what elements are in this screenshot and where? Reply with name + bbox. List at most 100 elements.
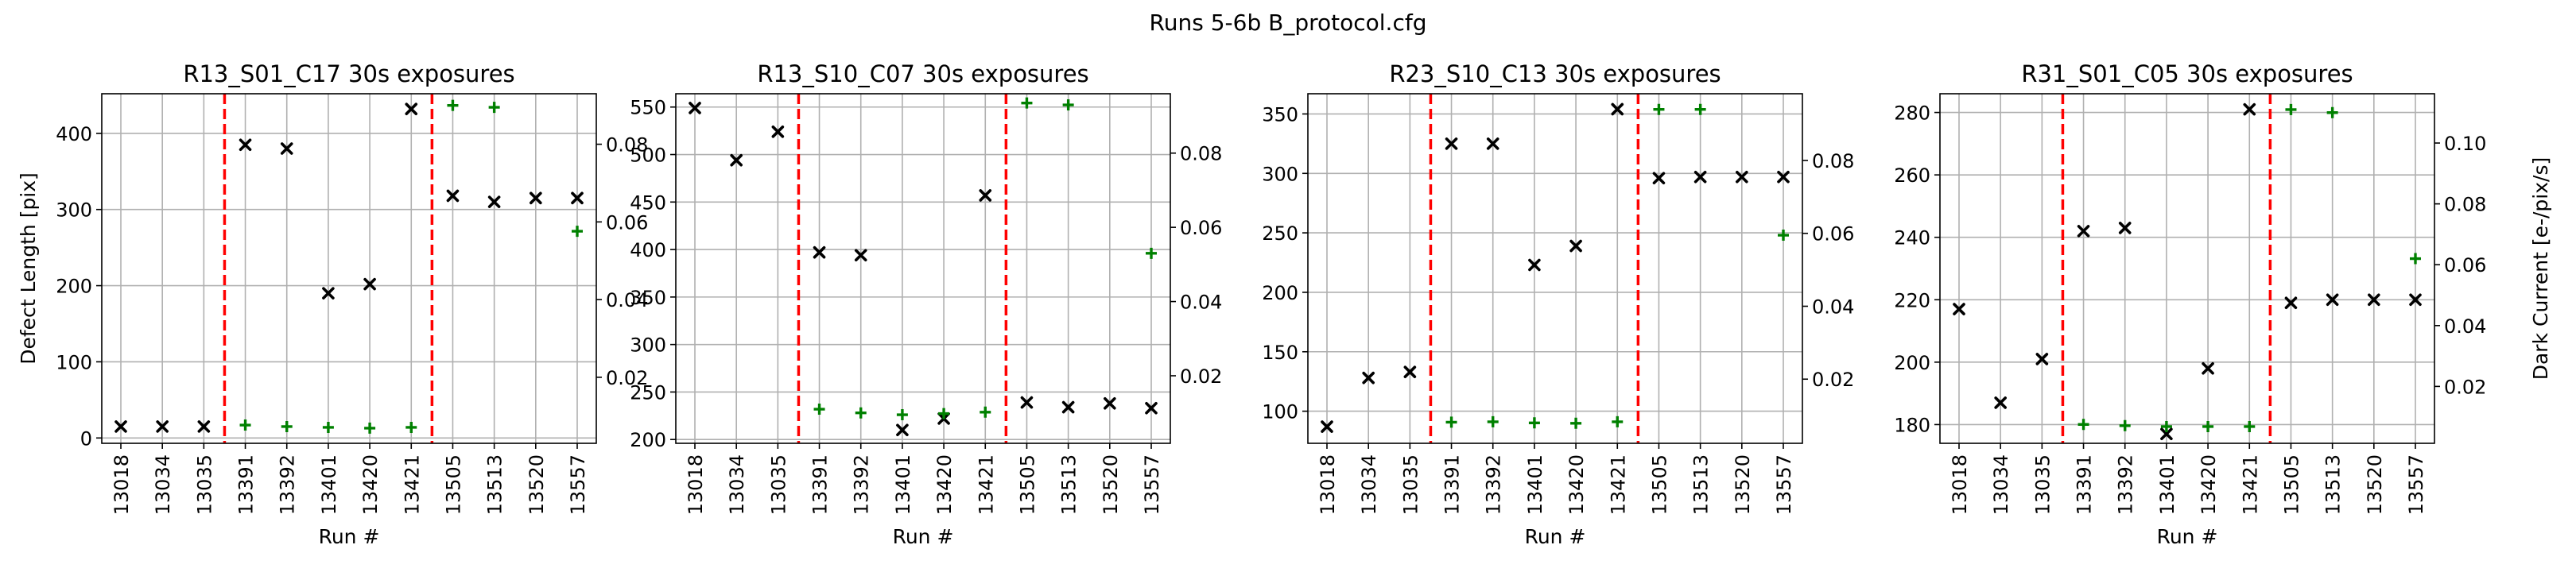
plot-frame xyxy=(101,93,597,444)
x-tick-label: 13520 xyxy=(1732,454,1754,515)
x-tick-label: 13391 xyxy=(235,454,258,515)
defect-length-point xyxy=(1061,400,1075,414)
y-tick-label-right: 0.10 xyxy=(2444,133,2486,155)
defect-length-point xyxy=(2118,222,2132,234)
x-axis-label: Run # xyxy=(1525,525,1586,548)
chart-panel-3: R23_S10_C13 30s exposures 100 150 200 250 300… xyxy=(1262,60,1854,548)
defect-length-point xyxy=(2368,293,2380,307)
y-tick-label-left: 200 xyxy=(1894,352,1930,374)
dark-current-point xyxy=(447,99,459,111)
x-tick-label: 13513 xyxy=(484,454,506,515)
dark-current-point xyxy=(1528,417,1540,429)
dark-current-point xyxy=(364,422,376,434)
y-tick-label-left: 240 xyxy=(1894,227,1930,249)
y-tick-label-right: 0.02 xyxy=(2444,376,2486,398)
defect-length-point xyxy=(2284,296,2298,310)
chart-title: R31_S01_C05 30s exposures xyxy=(2021,60,2353,87)
y-tick-label-right: 0.04 xyxy=(1812,296,1854,318)
y-tick-label-right: 0.08 xyxy=(1812,150,1854,172)
y-tick-label-right: 0.02 xyxy=(1812,369,1854,391)
defect-length-point xyxy=(2035,353,2049,365)
defect-length-point xyxy=(363,277,376,291)
chart-panel-4: R31_S01_C05 30s exposures 180 200 220 240 260… xyxy=(1894,60,2552,548)
y-tick-label-right: 0.08 xyxy=(1180,143,1222,165)
defect-length-point xyxy=(1652,172,1666,185)
defect-length-point xyxy=(2077,225,2090,238)
dark-current-point xyxy=(1487,415,1499,427)
dark-current-point xyxy=(2160,420,2172,432)
dark-current-point xyxy=(281,420,293,432)
x-tick-label: 13018 xyxy=(1317,454,1339,515)
defect-length-point xyxy=(2326,293,2339,307)
dark-current-point xyxy=(1570,417,1582,429)
x-tick-label: 13401 xyxy=(892,454,914,515)
y-tick-label-left: 200 xyxy=(56,276,92,298)
defect-length-point xyxy=(405,102,418,115)
y-tick-label-left: 300 xyxy=(630,334,666,357)
defect-length-point xyxy=(1777,170,1790,184)
defect-length-point xyxy=(1693,170,1707,184)
defect-length-point xyxy=(2202,361,2214,375)
dark-current-point xyxy=(1445,416,1457,428)
x-tick-label: 13401 xyxy=(318,454,340,515)
x-tick-label: 13034 xyxy=(152,454,174,515)
x-tick-label: 13420 xyxy=(2198,454,2220,515)
x-tick-label: 13421 xyxy=(401,454,423,515)
defect-length-point xyxy=(896,423,909,437)
dark-current-point xyxy=(2077,419,2089,431)
y-tick-label-left: 220 xyxy=(1894,289,1930,311)
y-tick-label-right: 0.06 xyxy=(606,211,648,234)
y-tick-label-left: 100 xyxy=(56,351,92,373)
x-tick-label: 13557 xyxy=(2405,454,2427,515)
defect-length-point xyxy=(1445,137,1458,150)
x-tick-label: 13392 xyxy=(851,454,873,515)
y-tick-label-left: 250 xyxy=(1262,222,1298,245)
x-tick-label: 13018 xyxy=(685,454,707,515)
plot-frame xyxy=(675,93,1171,444)
dark-current-point xyxy=(2202,420,2214,432)
y-tick-label-right: 0.08 xyxy=(606,134,648,157)
dark-current-point xyxy=(1146,247,1157,259)
plot-frame xyxy=(1307,93,1803,444)
y-tick-label-left: 0 xyxy=(80,427,92,450)
defect-length-point xyxy=(1736,170,1748,184)
y-tick-label-left: 200 xyxy=(630,429,666,451)
x-tick-label: 13034 xyxy=(1358,454,1380,515)
x-tick-label: 13520 xyxy=(1100,454,1122,515)
y-tick-label-right: 0.06 xyxy=(1180,217,1222,239)
x-tick-label: 13557 xyxy=(1773,454,1795,515)
x-tick-label: 13513 xyxy=(2322,454,2345,515)
dark-current-point xyxy=(2326,106,2338,118)
x-axis-label: Run # xyxy=(319,525,380,548)
y-tick-label-left: 250 xyxy=(630,381,666,404)
defect-length-point xyxy=(530,191,542,205)
dark-current-point xyxy=(2119,419,2131,431)
x-tick-label: 13520 xyxy=(526,454,548,515)
defect-length-point xyxy=(1528,258,1541,272)
y-tick-label-left: 400 xyxy=(56,123,92,145)
y-tick-label-right: 0.02 xyxy=(1180,365,1222,388)
defect-length-point xyxy=(1362,371,1375,385)
y-tick-label-left: 260 xyxy=(1894,164,1930,187)
x-tick-label: 13505 xyxy=(1648,454,1670,515)
x-tick-label: 13392 xyxy=(277,454,299,515)
defect-length-point xyxy=(114,420,127,433)
defect-length-point xyxy=(771,126,785,138)
dark-current-point xyxy=(1062,99,1074,111)
defect-length-point xyxy=(487,195,501,208)
defect-length-point xyxy=(280,142,293,155)
y-tick-label-left: 550 xyxy=(630,97,666,119)
defect-length-point xyxy=(322,287,335,300)
defect-length-point xyxy=(156,420,169,433)
x-tick-label: 13557 xyxy=(567,454,589,515)
x-tick-label: 13035 xyxy=(767,454,789,515)
y-tick-label-left: 400 xyxy=(630,239,666,261)
defect-length-point xyxy=(979,189,992,202)
y-tick-label-right: 0.06 xyxy=(2444,254,2486,276)
y-tick-label-right: 0.04 xyxy=(1180,292,1222,314)
x-tick-label: 13420 xyxy=(933,454,956,515)
y-tick-label-left: 450 xyxy=(630,191,666,214)
dark-current-point xyxy=(572,226,583,238)
dark-current-point xyxy=(1021,97,1033,109)
